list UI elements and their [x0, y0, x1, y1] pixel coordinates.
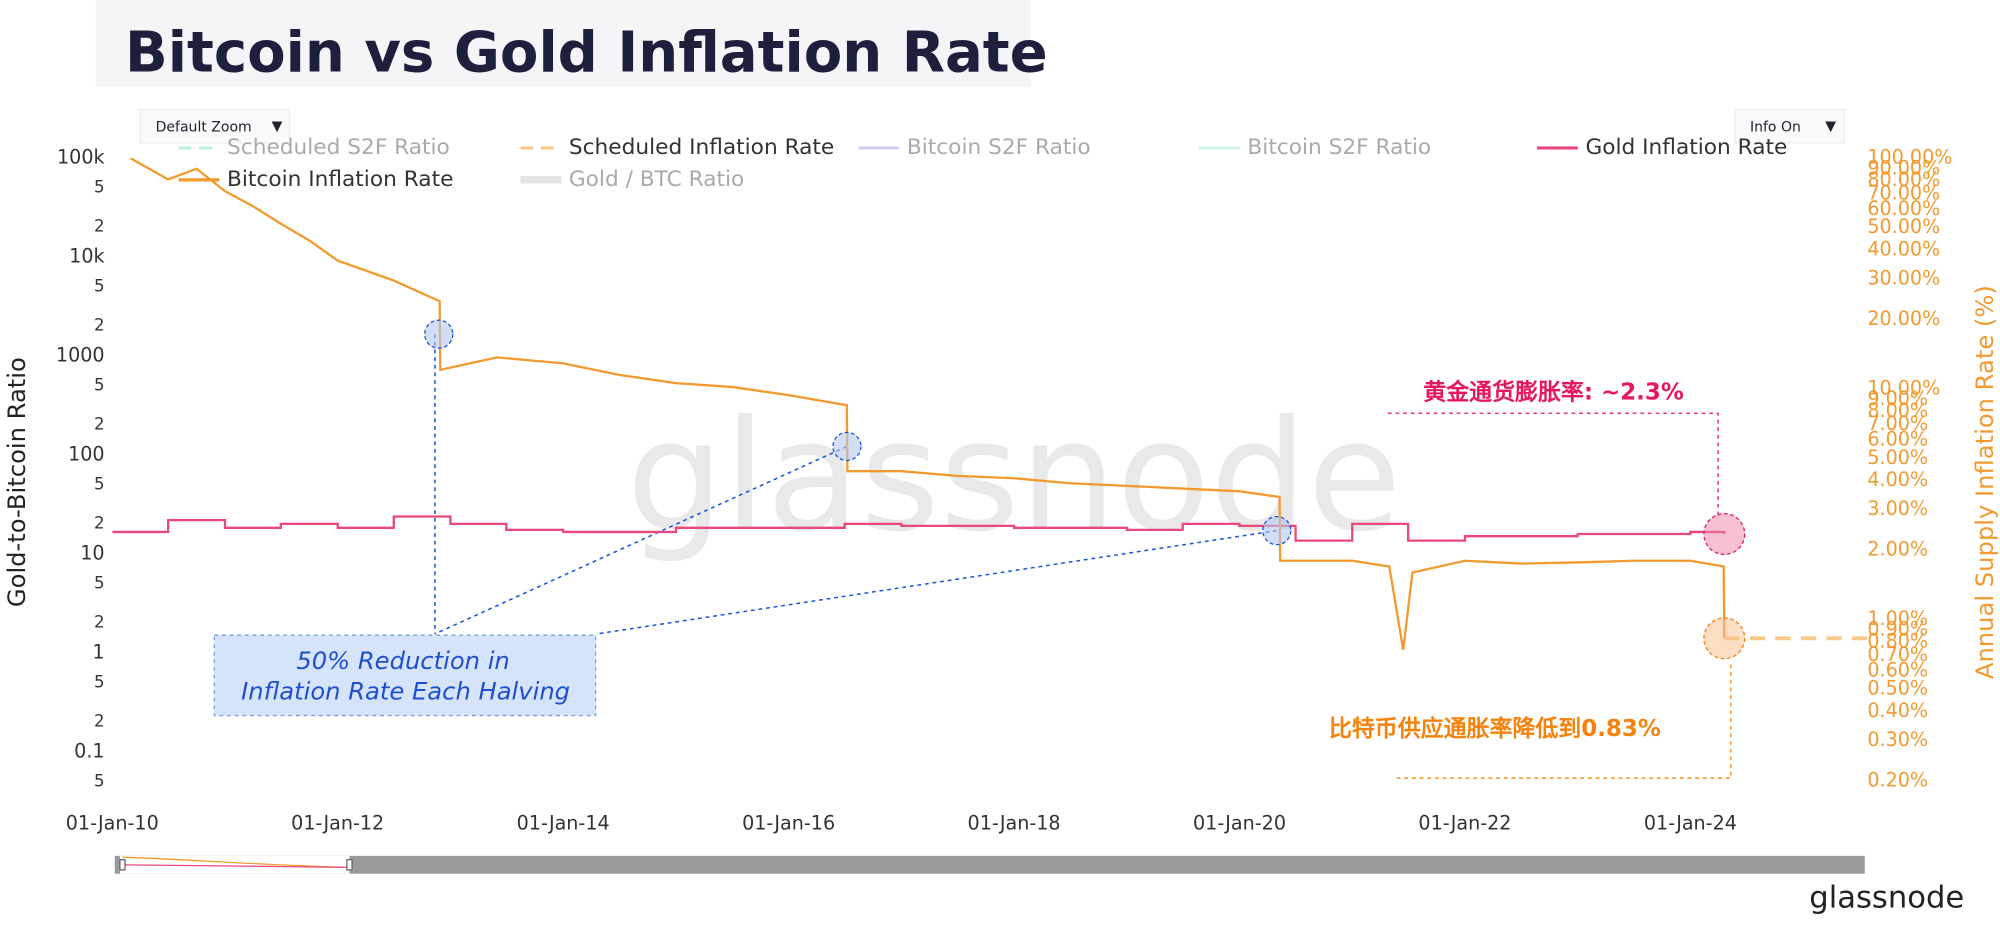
y2-tick-label: 2.00% [1867, 538, 1928, 561]
y2-tick-label: 80.00% [1867, 168, 1940, 191]
annotation-text: Inflation Rate Each Halving [241, 678, 570, 706]
y-tick-label: 5 [94, 177, 105, 196]
y-tick-label: 2 [94, 712, 105, 731]
y2-tick-label: 100.00% [1867, 146, 1952, 169]
y2-tick-label: 8.00% [1867, 399, 1928, 422]
y-axis-title: Gold-to-Bitcoin Ratio [3, 357, 31, 607]
y2-tick-label: 0.70% [1867, 643, 1928, 666]
y2-tick-label: 0.50% [1867, 677, 1928, 700]
zoom-button[interactable]: Default Zoom ▼ [139, 109, 291, 144]
legend-label[interactable]: Bitcoin Inflation Rate [227, 167, 453, 192]
y-tick-label: 5 [94, 276, 105, 295]
y2-tick-label: 5.00% [1867, 446, 1928, 469]
navigator-handle[interactable] [119, 859, 126, 871]
y2-tick-label: 10.00% [1867, 376, 1940, 399]
y-tick-label: 5 [94, 771, 105, 790]
halving-marker [424, 319, 454, 349]
annotation-box [213, 634, 597, 717]
y2-tick-label: 1.00% [1867, 607, 1928, 630]
legend-label[interactable]: Scheduled S2F Ratio [227, 135, 450, 160]
y-tick-label: 2 [94, 415, 105, 434]
y-tick-label: 100 [68, 443, 105, 466]
y-tick-label: 2 [94, 613, 105, 632]
y-tick-label: 1000 [56, 344, 105, 367]
button-label[interactable]: Default Zoom [156, 120, 252, 136]
x-tick-label: 01-Jan-12 [291, 811, 384, 834]
y-tick-label: 10 [80, 542, 104, 565]
navigator-preview [122, 864, 350, 868]
y2-tick-label: 20.00% [1867, 307, 1940, 330]
y2-tick-label: 0.90% [1867, 618, 1928, 641]
y2-tick-label: 6.00% [1867, 428, 1928, 451]
y-tick-label: 5 [94, 573, 105, 592]
legend-label[interactable]: Bitcoin S2F Ratio [1247, 135, 1431, 160]
x-tick-label: 01-Jan-22 [1418, 811, 1511, 834]
series-line [129, 157, 1726, 650]
button-background[interactable] [139, 109, 291, 144]
connector [434, 445, 848, 635]
legend-label[interactable]: Gold Inflation Rate [1585, 135, 1787, 160]
annotation-text: 50% Reduction in [296, 647, 509, 675]
button-label[interactable]: Info On [1750, 120, 1801, 136]
navigator-window[interactable] [119, 855, 350, 874]
logo: glassnode [1809, 881, 1964, 916]
y-tick-label: 10k [69, 244, 105, 267]
y2-tick-label: 60.00% [1867, 197, 1940, 220]
navigator-handle[interactable] [346, 859, 353, 871]
halving-marker [1262, 515, 1292, 546]
y-tick-label: 0.1 [74, 740, 104, 763]
chart-title: Bitcoin vs Gold Inflation Rate [125, 21, 1048, 86]
gold-callout: 黄金通货膨胀率: ~2.3% [1423, 378, 1684, 405]
y2-tick-label: 0.20% [1867, 768, 1928, 791]
y2-tick-label: 0.30% [1867, 728, 1928, 751]
y2-tick-label: 7.00% [1867, 412, 1928, 435]
dropdown-arrow[interactable]: ▼ [272, 118, 283, 134]
y2-tick-label: 30.00% [1867, 266, 1940, 289]
x-tick-label: 01-Jan-24 [1644, 811, 1737, 834]
y2-tick-label: 50.00% [1867, 215, 1940, 238]
gold-callout-line [1387, 412, 1719, 517]
title-background [95, 0, 1031, 87]
y2-tick-label: 70.00% [1867, 181, 1940, 204]
x-tick-label: 01-Jan-20 [1193, 811, 1286, 834]
navigator-preview [122, 856, 350, 868]
btc-end-marker [1703, 617, 1746, 660]
legend-label[interactable]: Gold / BTC Ratio [569, 167, 744, 192]
info-button[interactable]: Info On ▼ [1734, 109, 1846, 144]
button-background[interactable] [1734, 109, 1846, 144]
y-tick-label: 2 [94, 514, 105, 533]
x-tick-label: 01-Jan-14 [517, 811, 610, 834]
x-tick-label: 01-Jan-16 [742, 811, 835, 834]
y-tick-label: 5 [94, 672, 105, 691]
x-tick-label: 01-Jan-10 [66, 811, 159, 834]
btc-callout: 比特币供应通胀率降低到0.83% [1329, 715, 1661, 742]
y2-tick-label: 3.00% [1867, 497, 1928, 520]
x-tick-label: 01-Jan-18 [968, 811, 1061, 834]
halving-marker [832, 431, 862, 462]
y2-tick-label: 0.80% [1867, 629, 1928, 652]
y-tick-label: 5 [94, 375, 105, 394]
y-tick-label: 5 [94, 474, 105, 493]
legend-label[interactable]: Bitcoin S2F Ratio [907, 135, 1091, 160]
y2-tick-label: 9.00% [1867, 387, 1928, 410]
y2-tick-label: 4.00% [1867, 468, 1928, 491]
y-tick-label: 2 [94, 316, 105, 335]
y2-tick-label: 90.00% [1867, 156, 1940, 179]
navigator-track[interactable] [114, 855, 1865, 874]
legend-label[interactable]: Scheduled Inflation Rate [569, 135, 834, 160]
dropdown-arrow[interactable]: ▼ [1825, 118, 1836, 134]
gold-end-marker [1703, 512, 1746, 556]
y2-tick-label: 0.40% [1867, 699, 1928, 722]
y-tick-label: 2 [94, 217, 105, 236]
y-tick-label: 1 [92, 641, 104, 664]
y2-tick-label: 40.00% [1867, 238, 1940, 261]
halving-connectors [434, 334, 1277, 635]
y2-tick-label: 0.60% [1867, 658, 1928, 681]
y-tick-label: 100k [57, 145, 106, 168]
series-line [112, 515, 1726, 542]
y2-axis-title: Annual Supply Inflation Rate (%) [1971, 285, 1999, 679]
